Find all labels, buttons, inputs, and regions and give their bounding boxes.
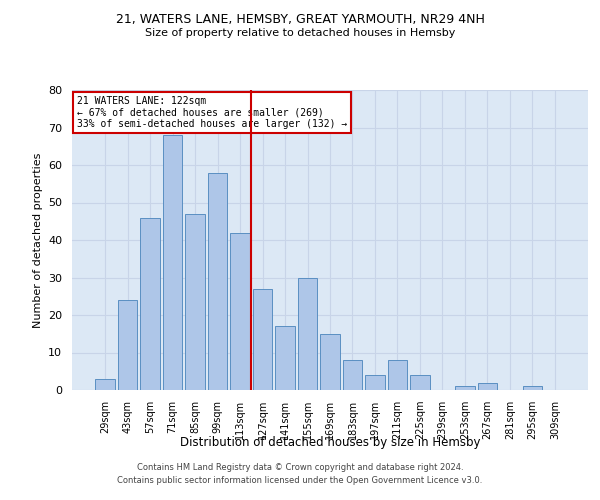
Bar [230,232,250,390]
Bar [365,375,385,390]
Bar [185,214,205,390]
Text: 21, WATERS LANE, HEMSBY, GREAT YARMOUTH, NR29 4NH: 21, WATERS LANE, HEMSBY, GREAT YARMOUTH,… [116,12,484,26]
Bar [388,360,407,390]
Bar [253,289,272,390]
Bar [343,360,362,390]
Bar [320,334,340,390]
Bar [455,386,475,390]
Bar [95,379,115,390]
Bar [118,300,137,390]
Text: Contains HM Land Registry data © Crown copyright and database right 2024.: Contains HM Land Registry data © Crown c… [137,464,463,472]
Text: Size of property relative to detached houses in Hemsby: Size of property relative to detached ho… [145,28,455,38]
Text: 21 WATERS LANE: 122sqm
← 67% of detached houses are smaller (269)
33% of semi-de: 21 WATERS LANE: 122sqm ← 67% of detached… [77,96,347,129]
Y-axis label: Number of detached properties: Number of detached properties [32,152,43,328]
Bar [275,326,295,390]
Bar [298,278,317,390]
Text: Distribution of detached houses by size in Hemsby: Distribution of detached houses by size … [180,436,480,449]
Bar [410,375,430,390]
Bar [163,135,182,390]
Text: Contains public sector information licensed under the Open Government Licence v3: Contains public sector information licen… [118,476,482,485]
Bar [478,382,497,390]
Bar [140,218,160,390]
Bar [208,172,227,390]
Bar [523,386,542,390]
